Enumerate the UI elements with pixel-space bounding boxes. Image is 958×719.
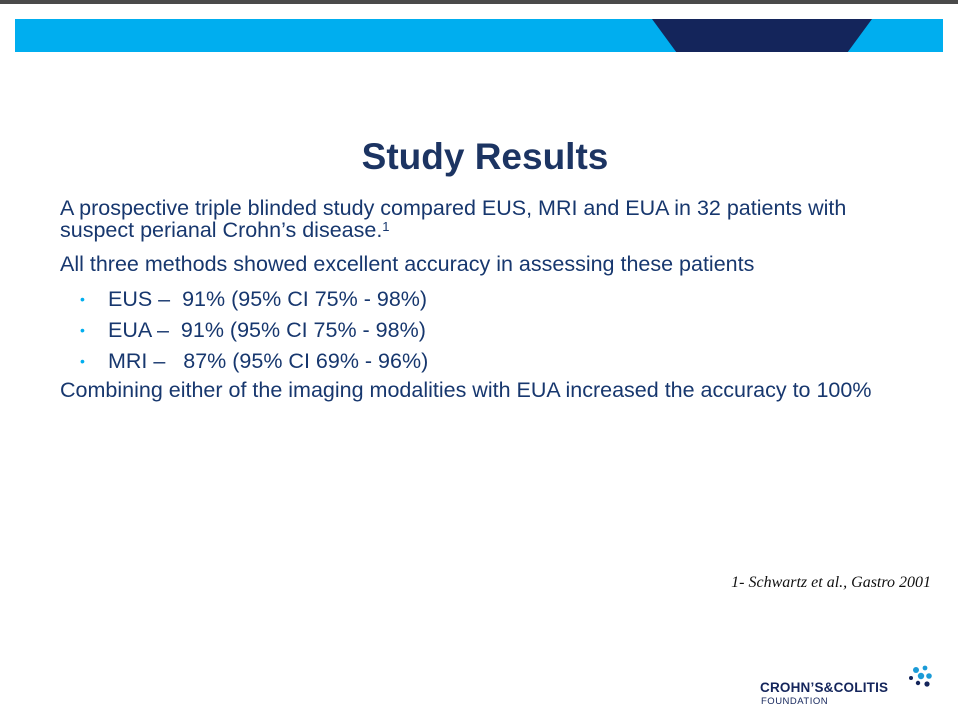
star-cluster-icon xyxy=(909,665,932,687)
list-item: • EUA – 91% (95% CI 75% - 98%) xyxy=(80,315,428,346)
list-item-text: EUS – 91% (95% CI 75% - 98%) xyxy=(108,287,428,311)
bullet-icon: • xyxy=(80,322,85,338)
slide-title: Study Results xyxy=(361,136,609,177)
list-item-text: MRI – 87% (95% CI 69% - 96%) xyxy=(108,349,429,373)
top-rule xyxy=(0,0,958,4)
banner-accent xyxy=(652,19,872,52)
foundation-logo: CROHN’S&COLITIS FOUNDATION xyxy=(760,664,935,714)
header-banner xyxy=(15,19,943,52)
conclusion-paragraph: Combining either of the imaging modaliti… xyxy=(60,378,872,402)
list-item-text: EUA – 91% (95% CI 75% - 98%) xyxy=(108,318,426,342)
citation: 1- Schwartz et al., Gastro 2001 xyxy=(731,574,931,591)
intro-text: A prospective triple blinded study compa… xyxy=(60,196,847,242)
accuracy-list: • EUS – 91% (95% CI 75% - 98%) • EUA – 91%… xyxy=(80,284,428,377)
logo-name: CROHN’S&COLITIS xyxy=(760,680,889,695)
footnote-marker: 1 xyxy=(382,219,390,234)
bullet-icon: • xyxy=(80,353,85,369)
list-item: • MRI – 87% (95% CI 69% - 96%) xyxy=(80,346,428,377)
intro-paragraph: A prospective triple blinded study compa… xyxy=(60,197,920,241)
list-item: • EUS – 91% (95% CI 75% - 98%) xyxy=(80,284,428,315)
logo-subtitle: FOUNDATION xyxy=(761,696,829,707)
bullet-icon: • xyxy=(80,291,85,307)
summary-paragraph: All three methods showed excellent accur… xyxy=(60,252,755,276)
